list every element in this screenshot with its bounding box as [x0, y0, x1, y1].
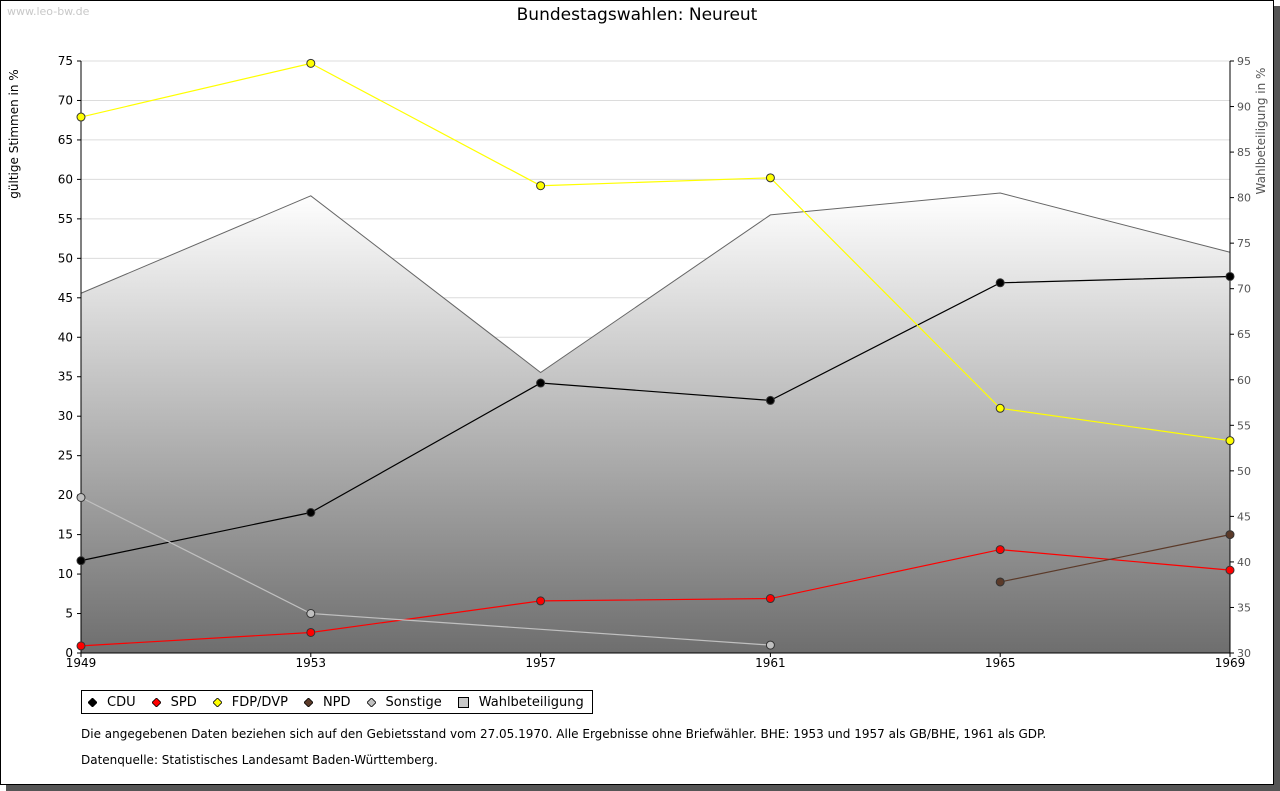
y2-tick-label: 90: [1237, 101, 1251, 114]
y2-tick-label: 40: [1237, 556, 1251, 569]
y2-tick-label: 80: [1237, 192, 1251, 205]
legend-item-fdp: FDP/DVP: [212, 694, 288, 710]
y-tick-label: 60: [58, 172, 73, 186]
legend-label-wahlbeteiligung: Wahlbeteiligung: [478, 694, 584, 710]
note-gebietsstand: Die angegebenen Daten beziehen sich auf …: [81, 727, 1047, 741]
point-sonstige: [765, 640, 775, 650]
y-tick-label: 55: [58, 212, 73, 226]
note-datenquelle: Datenquelle: Statistisches Landesamt Bad…: [81, 753, 438, 767]
point-fdp-dvp: [995, 403, 1005, 413]
diamond-icon: [212, 697, 222, 707]
legend-label-npd: NPD: [322, 694, 351, 710]
legend-label-fdp: FDP/DVP: [231, 694, 288, 710]
x-tick-label: 1957: [525, 656, 556, 670]
point-cdu: [306, 507, 316, 517]
x-tick-label: 1965: [985, 656, 1016, 670]
y2-tick-label: 30: [1237, 647, 1251, 660]
area-outline-wahlbeteiligung: [80, 192, 1231, 374]
point-fdp-dvp: [536, 181, 546, 191]
y-tick-label: 45: [58, 291, 73, 305]
y2-tick-label: 85: [1237, 146, 1251, 159]
y2-tick-label: 55: [1237, 419, 1251, 432]
series-line-spd: [80, 548, 1231, 647]
point-spd: [76, 641, 86, 651]
legend-label-sonstige: Sonstige: [385, 694, 442, 710]
x-tick-label: 1949: [66, 656, 97, 670]
x-tick-label: 1969: [1215, 656, 1246, 670]
series-line-cdu: [80, 275, 1231, 562]
y-tick-label: 5: [65, 607, 73, 621]
y-tick-label: 50: [58, 251, 73, 265]
legend-item-wahlbeteiligung: Wahlbeteiligung: [457, 694, 584, 710]
point-spd: [995, 545, 1005, 555]
area-wahlbeteiligung: [81, 193, 1230, 654]
point-npd: [995, 577, 1005, 587]
y-tick-label: 65: [58, 133, 73, 147]
y-tick-label: 40: [58, 330, 73, 344]
y2-tick-label: 35: [1237, 601, 1251, 614]
series-line-fdp-dvp: [80, 62, 1231, 442]
point-spd: [1225, 565, 1235, 575]
point-spd: [306, 627, 316, 637]
point-cdu: [536, 378, 546, 388]
point-spd: [536, 596, 546, 606]
y2-tick-label: 60: [1237, 374, 1251, 387]
y2-tick-label: 45: [1237, 510, 1251, 523]
point-fdp-dvp: [306, 58, 316, 68]
y-tick-label: 0: [65, 646, 73, 660]
x-tick-label: 1961: [755, 656, 786, 670]
point-fdp-dvp: [1225, 436, 1235, 446]
y-tick-label: 75: [58, 54, 73, 68]
chart-plot: 0 5 10 15 20 25 30 35 40 45 50 55 60 65 70 75 30 35 40 45 50…: [7, 54, 1268, 670]
chart-title: Bundestagswahlen: Neureut: [516, 5, 758, 25]
diamond-icon: [366, 697, 376, 707]
y-tick-label: 15: [58, 528, 73, 542]
watermark: www.leo-bw.de: [7, 5, 90, 18]
square-icon: [457, 696, 469, 708]
point-cdu: [995, 278, 1005, 288]
point-spd: [765, 594, 775, 604]
y2-tick-label: 75: [1237, 237, 1251, 250]
legend-item-spd: SPD: [151, 694, 197, 710]
diamond-icon: [88, 697, 97, 707]
y2-tick-label: 70: [1237, 283, 1251, 296]
legend-item-sonstige: Sonstige: [366, 694, 442, 710]
legend-item-npd: NPD: [303, 694, 351, 710]
legend-item-cdu: CDU: [88, 695, 136, 710]
point-npd: [1225, 530, 1235, 540]
series-line-npd: [1000, 534, 1231, 583]
y-tick-label: 70: [58, 93, 73, 107]
legend-label-spd: SPD: [170, 694, 197, 710]
y-tick-label: 20: [58, 488, 73, 502]
y2-axis-title: Wahlbeteiligung in %: [1254, 68, 1268, 195]
diamond-icon: [303, 697, 313, 707]
point-sonstige: [306, 609, 316, 619]
y2-tick-label: 50: [1237, 465, 1251, 478]
y-tick-label: 35: [58, 370, 73, 384]
y-tick-label: 10: [58, 567, 73, 581]
y2-tick-label: 65: [1237, 328, 1251, 341]
point-cdu: [765, 395, 775, 405]
y-axis-title: gültige Stimmen in %: [7, 69, 21, 198]
diamond-icon: [151, 697, 161, 707]
point-fdp-dvp: [765, 173, 775, 183]
legend-label-cdu: CDU: [107, 694, 136, 710]
legend: CDU SPD FDP/DVP NPD Sonstige Wahlbeteili…: [81, 690, 593, 714]
point-cdu: [76, 556, 86, 566]
point-fdp-dvp: [76, 112, 86, 122]
y2-tick-label: 95: [1237, 55, 1251, 68]
y-tick-label: 25: [58, 449, 73, 463]
point-cdu: [1225, 271, 1235, 281]
x-tick-label: 1953: [296, 656, 327, 670]
y-tick-label: 30: [58, 409, 73, 423]
point-sonstige: [76, 493, 86, 503]
